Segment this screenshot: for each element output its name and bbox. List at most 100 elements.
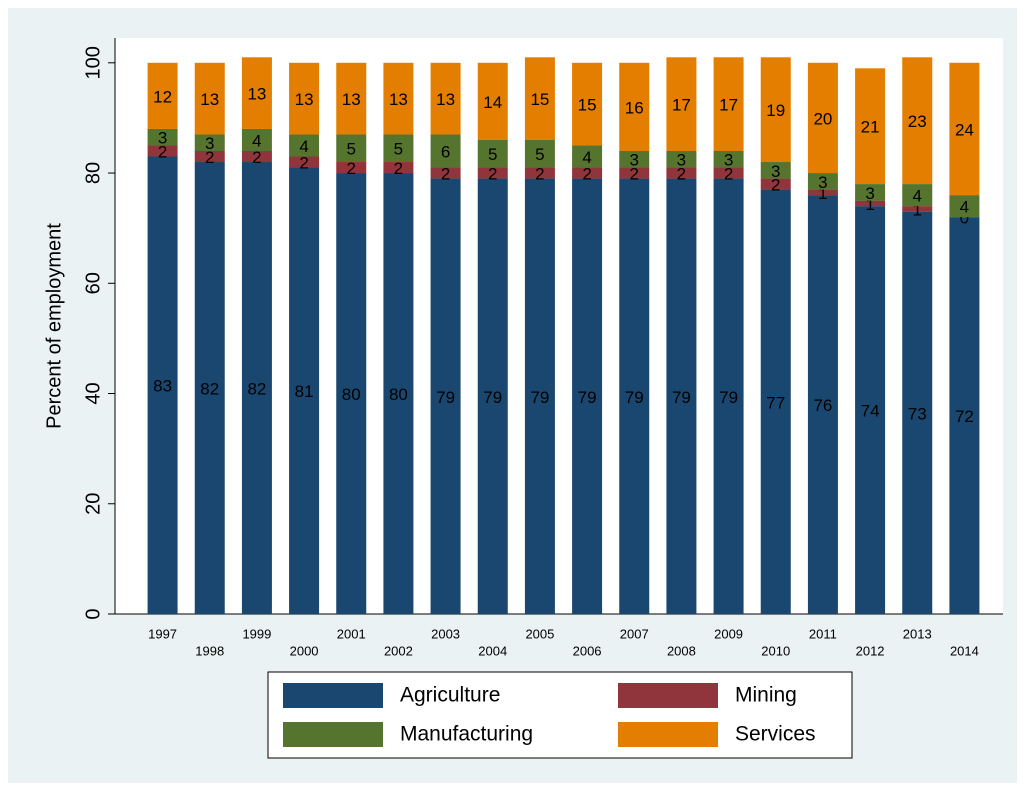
data-label: 79 bbox=[672, 388, 691, 407]
data-label: 20 bbox=[813, 109, 832, 128]
bar-segment bbox=[572, 178, 603, 614]
legend-swatch bbox=[618, 683, 718, 708]
bar-segment bbox=[383, 162, 414, 174]
data-label: 79 bbox=[719, 388, 738, 407]
bar-segment bbox=[902, 211, 933, 614]
bar-segment bbox=[241, 150, 272, 163]
bar-segment bbox=[902, 206, 933, 212]
bar-segment bbox=[289, 167, 320, 614]
bar-segment bbox=[807, 62, 838, 174]
data-label: 74 bbox=[861, 402, 880, 421]
data-label: 13 bbox=[295, 90, 314, 109]
bar-segment bbox=[147, 156, 178, 614]
bar-segment bbox=[524, 57, 555, 140]
data-label: 3 bbox=[865, 184, 874, 203]
bar-segment bbox=[619, 62, 650, 151]
bar-segment bbox=[336, 173, 367, 614]
data-label: 2 bbox=[441, 165, 450, 184]
x-tick-label: 2014 bbox=[950, 643, 979, 658]
bar-segment bbox=[524, 178, 555, 614]
data-label: 2 bbox=[582, 165, 591, 184]
data-label: 2 bbox=[771, 176, 780, 195]
y-tick-label: 0 bbox=[82, 608, 104, 619]
bar-segment bbox=[713, 57, 744, 151]
bar-segment bbox=[383, 134, 414, 163]
bar-segment bbox=[289, 156, 320, 168]
data-label: 13 bbox=[389, 90, 408, 109]
data-label: 79 bbox=[625, 388, 644, 407]
bar-segment bbox=[807, 195, 838, 614]
data-label: 2 bbox=[535, 165, 544, 184]
legend-swatch bbox=[283, 683, 383, 708]
bar-segment bbox=[619, 150, 650, 168]
bar-segment bbox=[760, 189, 791, 614]
bar-segment bbox=[477, 139, 508, 168]
data-label: 2 bbox=[299, 154, 308, 173]
data-label: 3 bbox=[630, 151, 639, 170]
data-label: 2 bbox=[394, 159, 403, 178]
x-tick-label: 2013 bbox=[903, 626, 932, 641]
data-label: 13 bbox=[342, 90, 361, 109]
y-tick-label: 20 bbox=[82, 493, 104, 515]
bar-segment bbox=[524, 167, 555, 179]
x-tick-label: 2002 bbox=[384, 643, 413, 658]
bar-segment bbox=[949, 217, 980, 614]
legend-swatch bbox=[618, 722, 718, 747]
data-label: 2 bbox=[677, 165, 686, 184]
x-tick-label: 2008 bbox=[667, 643, 696, 658]
bar-segment bbox=[147, 62, 178, 129]
y-tick-label: 40 bbox=[82, 382, 104, 404]
data-label: 17 bbox=[672, 96, 691, 115]
bar-segment bbox=[289, 62, 320, 135]
bar-segment bbox=[477, 178, 508, 614]
x-tick-label: 2004 bbox=[478, 643, 507, 658]
bar-segment bbox=[289, 134, 320, 157]
bar-segment bbox=[760, 162, 791, 179]
data-label: 4 bbox=[252, 131, 261, 150]
data-label: 79 bbox=[483, 388, 502, 407]
bar-segment bbox=[241, 162, 272, 614]
data-label: 2 bbox=[630, 165, 639, 184]
data-label: 23 bbox=[908, 112, 927, 131]
bar-segment bbox=[194, 134, 225, 151]
bar-segment bbox=[477, 167, 508, 179]
data-label: 13 bbox=[247, 85, 266, 104]
data-label: 1 bbox=[865, 195, 874, 214]
bar-segment bbox=[713, 178, 744, 614]
bar-segment bbox=[666, 178, 697, 614]
data-label: 79 bbox=[436, 388, 455, 407]
y-tick-label: 60 bbox=[82, 272, 104, 294]
x-tick-label: 1999 bbox=[242, 626, 271, 641]
data-label: 82 bbox=[247, 379, 266, 398]
data-label: 24 bbox=[955, 120, 974, 139]
data-label: 5 bbox=[347, 140, 356, 159]
bar-segment bbox=[336, 162, 367, 174]
bar-segment bbox=[713, 167, 744, 179]
bar-segment bbox=[477, 62, 508, 140]
data-label: 81 bbox=[295, 382, 314, 401]
x-tick-label: 1997 bbox=[148, 626, 177, 641]
data-label: 13 bbox=[436, 90, 455, 109]
bar-segment bbox=[147, 145, 178, 157]
bar-segment bbox=[430, 167, 461, 179]
legend-swatch bbox=[283, 722, 383, 747]
data-label: 12 bbox=[153, 87, 172, 106]
bar-segment bbox=[572, 62, 603, 146]
data-label: 80 bbox=[342, 385, 361, 404]
bar-segment bbox=[807, 173, 838, 190]
data-label: 72 bbox=[955, 407, 974, 426]
x-tick-label: 2009 bbox=[714, 626, 743, 641]
data-label: 14 bbox=[483, 93, 502, 112]
data-label: 83 bbox=[153, 377, 172, 396]
legend-label: Services bbox=[735, 723, 816, 746]
data-label: 5 bbox=[394, 140, 403, 159]
data-label: 80 bbox=[389, 385, 408, 404]
data-label: 82 bbox=[200, 379, 219, 398]
bar-segment bbox=[760, 178, 791, 190]
data-label: 6 bbox=[441, 142, 450, 161]
x-tick-label: 2005 bbox=[525, 626, 554, 641]
y-tick-label: 100 bbox=[82, 46, 104, 79]
bar-segment bbox=[383, 173, 414, 614]
bar-segment bbox=[572, 145, 603, 168]
